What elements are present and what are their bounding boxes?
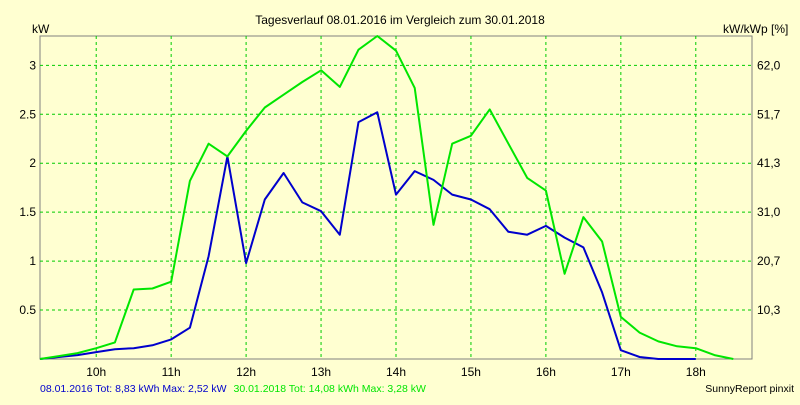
series-line-1 [39,111,696,360]
y-axis-label: kW [32,22,50,36]
footer-legend: 08.01.2016 Tot: 8,83 kWh Max: 2,52 kW 30… [40,383,426,395]
x-tick-label: 18h [686,365,706,379]
y-tick-label: 1.5 [19,205,36,219]
x-tick-label: 13h [311,365,331,379]
y-tick-label: 0.5 [19,303,36,317]
y2-tick-label: 62,0 [757,58,781,72]
series-lines [39,35,734,360]
y-tick-label: 2.5 [19,107,36,121]
y-tick-label: 3 [29,58,36,72]
credit-text: SunnyReport pinxit [705,383,794,395]
x-tick-label: 16h [536,365,556,379]
y2-tick-label: 51,7 [757,107,781,121]
legend-series-1: 08.01.2016 Tot: 8,83 kWh Max: 2,52 kW [40,383,227,395]
y-tick-label: 2 [29,156,36,170]
y2-tick-label: 10,3 [757,303,781,317]
plot-area [39,35,753,360]
x-tick-label: 14h [386,365,406,379]
series-line-2 [39,35,734,360]
y-tick-label: 1 [29,254,36,268]
y2-axis-label: kW/kWp [%] [723,22,788,36]
y2-tick-label: 31,0 [757,205,781,219]
y2-tick-label: 41,3 [757,156,781,170]
x-tick-label: 12h [236,365,256,379]
x-tick-label: 17h [611,365,631,379]
x-tick-label: 10h [86,365,106,379]
x-tick-label: 15h [461,365,481,379]
chart-title: Tagesverlauf 08.01.2016 im Vergleich zum… [255,13,545,27]
x-tick-label: 11h [162,365,181,379]
y2-tick-label: 20,7 [757,254,781,268]
legend-series-2: 30.01.2018 Tot: 14,08 kWh Max: 3,28 kW [234,383,427,395]
tick-labels: 10h 11h 12h 13h 14h 15h 16h 17h 18h0.511.522.531… [19,58,780,379]
grid-lines [40,36,752,359]
